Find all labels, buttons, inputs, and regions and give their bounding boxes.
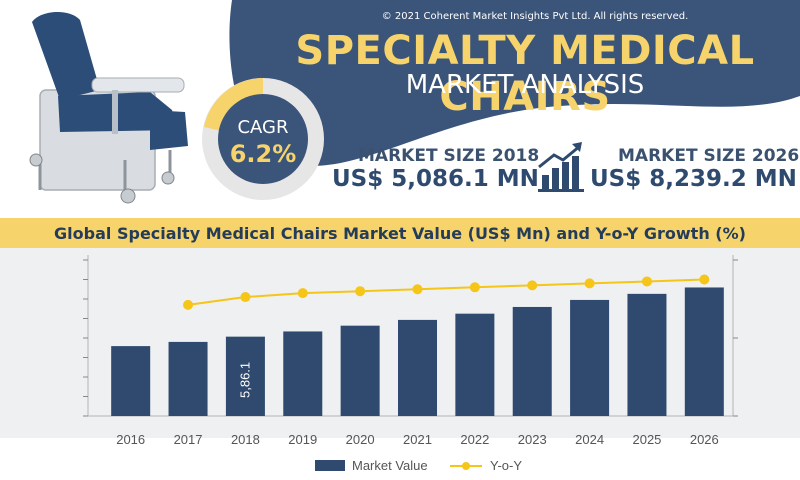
market-value-chart: 2016 2017 2018 2019 2020 2021 2022 2023 2024 2025… <box>83 255 738 473</box>
legend-label-yoy: Y-o-Y <box>490 458 522 473</box>
yoy-point-2023 <box>527 280 538 291</box>
bar-2022 <box>455 313 495 416</box>
x-tick-label-2019: 2019 <box>288 432 317 447</box>
market-size-2018-value: US$ 5,086.1 MN <box>332 166 539 192</box>
bar-2018 <box>225 336 265 416</box>
cagr-ring-arc <box>204 78 263 132</box>
x-tick-label-2016: 2016 <box>116 432 145 447</box>
bar-2025 <box>627 293 667 416</box>
legend-swatch-yoy-point <box>462 462 470 470</box>
x-tick-label-2022: 2022 <box>460 432 489 447</box>
page-title: SPECIALTY MEDICAL CHAIRS <box>295 28 755 120</box>
bar-2021 <box>397 319 438 416</box>
yoy-point-2018 <box>240 292 251 303</box>
market-size-2026-label: MARKET SIZE 2026 <box>618 146 800 166</box>
x-tick-label-2025: 2025 <box>632 432 661 447</box>
x-tick-label-2017: 2017 <box>174 432 203 447</box>
growth-chart-icon <box>538 142 584 192</box>
x-tick-label-2020: 2020 <box>346 432 375 447</box>
x-tick-label-2023: 2023 <box>518 432 547 447</box>
market-size-2018-label: MARKET SIZE 2018 <box>358 146 540 166</box>
bar-2016 <box>111 346 151 416</box>
x-tick-label-2018: 2018 <box>231 432 260 447</box>
bar-2024 <box>570 299 610 416</box>
bar-2017 <box>168 341 208 416</box>
x-tick-label-2026: 2026 <box>690 432 719 447</box>
yoy-point-2025 <box>641 276 652 287</box>
market-size-2026-value: US$ 8,239.2 MN <box>590 166 797 192</box>
yoy-point-2017 <box>183 299 194 310</box>
yoy-point-2021 <box>412 284 423 295</box>
copyright-text: © 2021 Coherent Market Insights Pvt Ltd.… <box>381 11 689 22</box>
yoy-point-2022 <box>469 282 480 293</box>
cagr-value: 6.2% <box>229 140 297 168</box>
x-tick-label-2024: 2024 <box>575 432 604 447</box>
page-subtitle: MARKET ANALYSIS <box>405 70 645 100</box>
legend-label-market-value: Market Value <box>352 458 428 473</box>
chart-title-banner <box>0 218 800 248</box>
bar-2020 <box>340 325 380 416</box>
yoy-line <box>187 278 705 306</box>
yoy-point-2020 <box>355 286 366 297</box>
header-shape <box>229 0 800 166</box>
chart-title: Global Specialty Medical Chairs Market V… <box>54 224 746 243</box>
cagr-label: CAGR <box>237 117 289 138</box>
yoy-point-2024 <box>584 278 595 289</box>
cagr-ring-inner <box>218 94 308 184</box>
data-label-2018: 5,86.1 <box>237 362 252 398</box>
yoy-point-2026 <box>699 274 710 285</box>
yoy-point-2019 <box>297 288 308 299</box>
bar-2026 <box>684 287 724 416</box>
legend-swatch-market-value <box>315 460 345 471</box>
bar-2023 <box>512 306 552 416</box>
medical-chair-image <box>29 11 188 204</box>
x-tick-label-2021: 2021 <box>403 432 432 447</box>
bar-2019 <box>283 331 323 416</box>
